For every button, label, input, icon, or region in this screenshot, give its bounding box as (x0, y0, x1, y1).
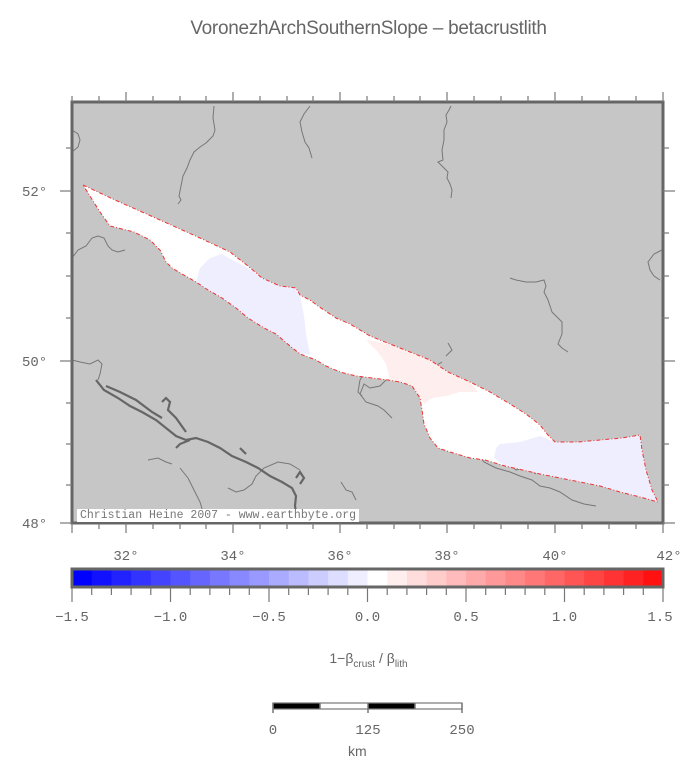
lat-label-50: 50° (22, 355, 47, 371)
scale-label-0: 0 (269, 723, 277, 739)
lon-label-36: 36° (327, 549, 352, 565)
colorbar-tick-label: −1.5 (55, 610, 89, 626)
colorbar-swatch (505, 569, 526, 587)
region-polygon (81, 183, 659, 503)
lon-label-32: 32° (113, 549, 138, 565)
colorbar-swatch (170, 569, 191, 587)
colorbar-tick-label: 0.5 (453, 610, 478, 626)
colorbar-swatch (387, 569, 408, 587)
colorbar-swatch (111, 569, 132, 587)
colorbar-title-sub-crust: crust (353, 658, 376, 670)
colorbar-swatch (446, 569, 467, 587)
colorbar-swatch (623, 569, 644, 587)
scale-label-125: 125 (355, 723, 380, 739)
colorbar (72, 569, 664, 587)
lon-label-34: 34° (220, 549, 245, 565)
colorbar-title-sub-lith: lith (394, 658, 408, 670)
colorbar-swatch (72, 569, 93, 587)
colorbar-swatch (485, 569, 506, 587)
colorbar-tick-label: 0.0 (355, 610, 380, 626)
map-title: VoronezhArchSouthernSlope – betacrustlit… (190, 18, 547, 39)
colorbar-swatch (91, 569, 112, 587)
colorbar-title: 1−βcrust / βlith (0, 650, 697, 670)
colorbar-tick-label: −0.5 (252, 610, 286, 626)
colorbar-swatch (190, 569, 211, 587)
top-ticks (71, 92, 664, 102)
colorbar-swatch (288, 569, 309, 587)
lon-label-38: 38° (434, 549, 459, 565)
colorbar-frame (70, 567, 665, 589)
colorbar-tick-label: 1.0 (552, 610, 577, 626)
major-river (95, 379, 306, 521)
colorbar-swatch (643, 569, 664, 587)
colorbar-swatch (209, 569, 231, 587)
lon-label-42: 42° (656, 549, 681, 565)
lat-label-48: 48° (22, 517, 47, 533)
colorbar-swatch (544, 569, 565, 587)
scale-unit: km (348, 743, 367, 759)
colorbar-title-main: 1−β (329, 650, 354, 666)
colorbar-tick-label: 1.5 (647, 610, 672, 626)
colorbar-swatch (525, 569, 546, 587)
right-ticks (663, 147, 675, 524)
scale-label-250: 250 (449, 723, 474, 739)
lon-label-40: 40° (542, 549, 567, 565)
colorbar-swatch (564, 569, 585, 587)
colorbar-swatch (584, 569, 605, 587)
colorbar-swatch (406, 569, 428, 587)
colorbar-swatch (150, 569, 171, 587)
colorbar-swatch (466, 569, 487, 587)
colorbar-swatch (367, 569, 388, 587)
lat-label-52: 52° (22, 185, 47, 201)
colorbar-title-mid: / β (375, 650, 395, 666)
colorbar-swatch (603, 569, 625, 587)
colorbar-swatch (269, 569, 290, 587)
bottom-ticks (71, 523, 664, 533)
colorbar-swatch (229, 569, 250, 587)
colorbar-tick-label: −1.0 (154, 610, 188, 626)
left-ticks (60, 147, 72, 524)
colorbar-swatch (426, 569, 447, 587)
colorbar-swatch (328, 569, 349, 587)
colorbar-ticks (71, 588, 664, 602)
colorbar-swatch (131, 569, 152, 587)
credit-label: Christian Heine 2007 - www.earthbyte.org (77, 509, 360, 522)
colorbar-swatch (249, 569, 270, 587)
colorbar-swatch (308, 569, 329, 587)
scale-bar (272, 702, 463, 713)
colorbar-swatch (347, 569, 368, 587)
